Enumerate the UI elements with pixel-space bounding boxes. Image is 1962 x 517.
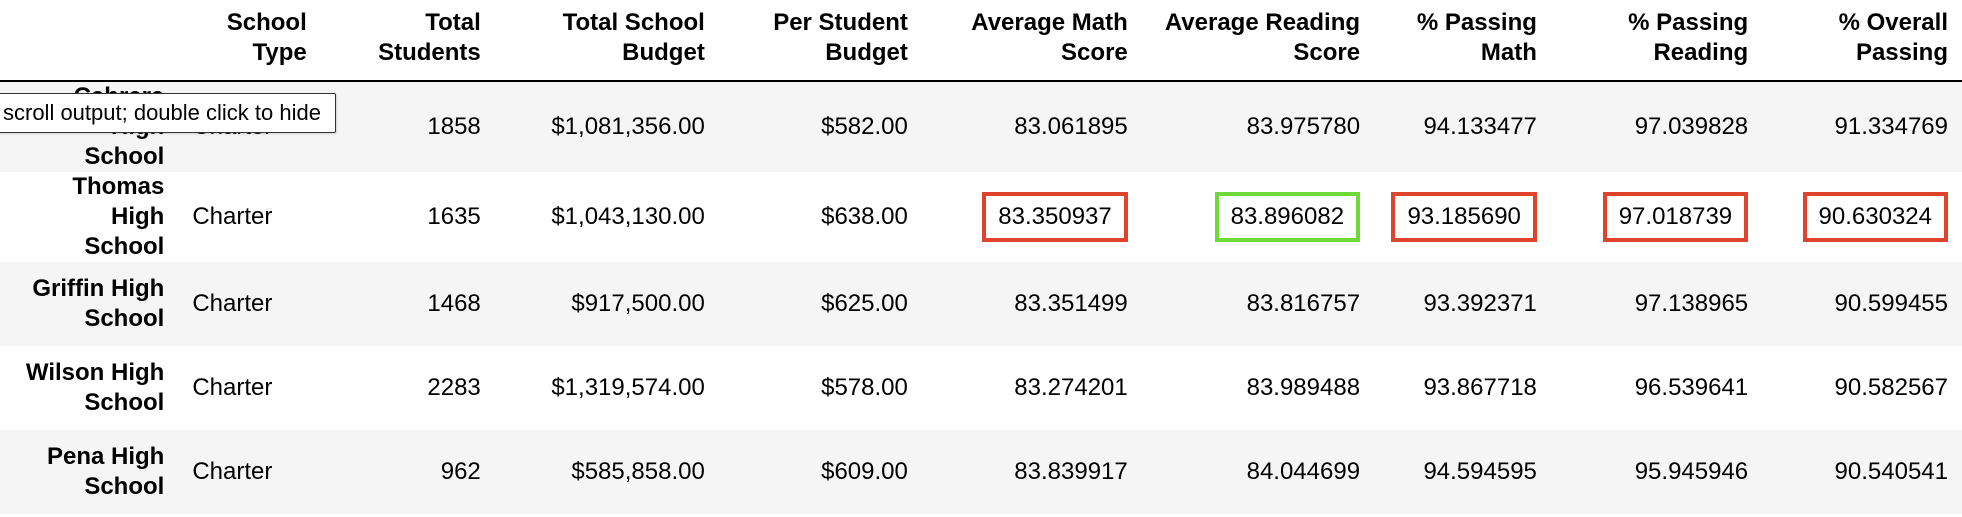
avg-math-cell: 83.350937 (921, 172, 1142, 262)
table-header: School Type Total Students Total School … (0, 0, 1962, 82)
per-student-budget-cell: $582.00 (718, 81, 922, 172)
school-type-cell: Charter (178, 346, 321, 430)
pass-math-cell: 93.392371 (1374, 262, 1551, 346)
red-highlight-box: 97.018739 (1602, 192, 1749, 242)
per-student-budget-cell: $638.00 (718, 172, 922, 262)
avg-reading-cell: 84.044699 (1141, 430, 1375, 514)
column-header-pass-reading: % Passing Reading (1550, 0, 1763, 82)
total-budget-cell: $1,043,130.00 (494, 172, 719, 262)
pass-reading-cell: 96.539641 (1550, 346, 1763, 430)
total-budget-cell: $1,081,356.00 (494, 81, 719, 172)
school-name-cell: Thomas High School (0, 172, 179, 262)
red-highlight-box: 83.350937 (982, 192, 1128, 242)
school-type-cell: Charter (178, 262, 321, 346)
column-header-pass-math: % Passing Math (1374, 0, 1551, 82)
school-name-cell: Wilson High School (0, 346, 179, 430)
pass-math-cell: 94.133477 (1374, 81, 1551, 172)
per-student-budget-cell: $578.00 (718, 346, 922, 430)
total-students-cell: 1858 (320, 81, 495, 172)
avg-math-cell: 83.351499 (921, 262, 1142, 346)
school-type-cell: Charter (178, 430, 321, 514)
school-name-cell: Pena High School (0, 430, 179, 514)
pass-reading-cell: 97.018739 (1550, 172, 1763, 262)
per-student-budget-cell: $625.00 (718, 262, 922, 346)
avg-reading-cell: 83.989488 (1141, 346, 1375, 430)
total-students-cell: 1468 (320, 262, 495, 346)
avg-reading-cell: 83.975780 (1141, 81, 1375, 172)
pass-math-cell: 94.594595 (1374, 430, 1551, 514)
total-students-cell: 1635 (320, 172, 495, 262)
red-highlight-box: 90.630324 (1802, 192, 1948, 242)
column-header-avg-reading: Average Reading Score (1141, 0, 1375, 82)
pass-reading-cell: 97.138965 (1550, 262, 1763, 346)
total-budget-cell: $1,319,574.00 (494, 346, 719, 430)
green-highlight-box: 83.896082 (1214, 192, 1361, 242)
column-header-avg-math: Average Math Score (921, 0, 1142, 82)
overall-passing-cell: 90.599455 (1762, 262, 1962, 346)
pass-math-cell: 93.185690 (1374, 172, 1551, 262)
school-name-cell: Griffin High School (0, 262, 179, 346)
overall-passing-cell: 90.630324 (1762, 172, 1962, 262)
column-header-per-student-budget: Per Student Budget (718, 0, 922, 82)
overall-passing-cell: 90.582567 (1762, 346, 1962, 430)
pass-reading-cell: 97.039828 (1550, 81, 1763, 172)
table-row: Thomas High School Charter 1635 $1,043,1… (0, 172, 1962, 262)
school-type-cell: Charter (178, 172, 321, 262)
column-header-total-budget: Total School Budget (494, 0, 719, 82)
total-students-cell: 2283 (320, 346, 495, 430)
table-body: Cabrera High School Charter 1858 $1,081,… (0, 81, 1962, 514)
avg-math-cell: 83.061895 (921, 81, 1142, 172)
pass-reading-cell: 95.945946 (1550, 430, 1763, 514)
table-row: Pena High School Charter 962 $585,858.00… (0, 430, 1962, 514)
red-highlight-box: 93.185690 (1391, 192, 1537, 242)
column-header-overall-passing: % Overall Passing (1762, 0, 1962, 82)
avg-reading-cell: 83.896082 (1141, 172, 1375, 262)
pass-math-cell: 93.867718 (1374, 346, 1551, 430)
avg-math-cell: 83.274201 (921, 346, 1142, 430)
total-students-cell: 962 (320, 430, 495, 514)
total-budget-cell: $585,858.00 (494, 430, 719, 514)
overall-passing-cell: 91.334769 (1762, 81, 1962, 172)
table-row: Wilson High School Charter 2283 $1,319,5… (0, 346, 1962, 430)
per-student-budget-cell: $609.00 (718, 430, 922, 514)
column-header-index (0, 0, 179, 82)
header-row: School Type Total Students Total School … (0, 0, 1962, 82)
overall-passing-cell: 90.540541 (1762, 430, 1962, 514)
column-header-total-students: Total Students (320, 0, 495, 82)
total-budget-cell: $917,500.00 (494, 262, 719, 346)
table-row: Griffin High School Charter 1468 $917,50… (0, 262, 1962, 346)
avg-reading-cell: 83.816757 (1141, 262, 1375, 346)
output-scroll-tooltip: scroll output; double click to hide (0, 93, 336, 133)
avg-math-cell: 83.839917 (921, 430, 1142, 514)
column-header-school-type: School Type (178, 0, 321, 82)
